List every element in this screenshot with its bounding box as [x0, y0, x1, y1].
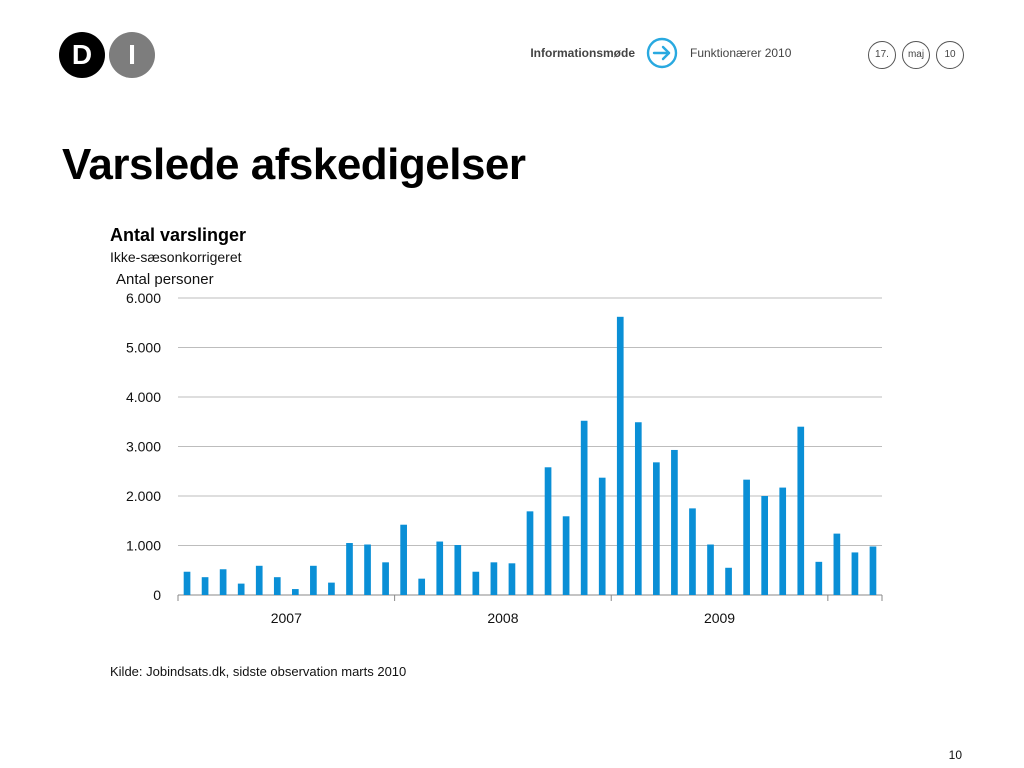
header-section: Informationsmøde: [530, 46, 635, 60]
bar: [310, 565, 317, 595]
logo-letter-i: I: [109, 32, 155, 78]
bar: [508, 563, 516, 595]
bar: [201, 577, 209, 595]
y-tick-label: 2.000: [126, 488, 161, 504]
year-label: 2009: [704, 610, 735, 626]
bar: [472, 571, 480, 595]
y-tick-label: 5.000: [126, 340, 161, 356]
bar: [634, 422, 642, 595]
bar: [237, 583, 245, 595]
bar: [851, 552, 859, 595]
bar: [400, 524, 407, 595]
chart-subtitle: Ikke-sæsonkorrigeret: [110, 249, 242, 265]
bar: [815, 561, 823, 595]
bar: [653, 462, 660, 595]
bar: [580, 420, 588, 595]
bar: [779, 487, 787, 595]
bar: [869, 546, 877, 595]
year-label: 2007: [271, 610, 302, 626]
bar: [707, 544, 714, 595]
date-day-badge: 17.: [868, 41, 896, 69]
y-tick-label: 3.000: [126, 439, 161, 455]
y-axis-label: Antal personer: [116, 271, 214, 288]
bar: [562, 516, 570, 595]
bar: [725, 567, 732, 595]
date-month-badge: maj: [902, 41, 930, 69]
bar: [761, 496, 769, 595]
bar: [328, 582, 335, 595]
bar: [689, 508, 696, 595]
bar: [364, 544, 371, 595]
year-label: 2008: [487, 610, 518, 626]
header-topic: Funktionærer 2010: [690, 46, 792, 60]
bar: [183, 571, 191, 595]
bar: [346, 543, 353, 595]
bar: [291, 589, 299, 595]
bar: [436, 541, 444, 595]
bar: [255, 565, 263, 595]
bar: [743, 479, 750, 595]
logo-letter-d: D: [59, 32, 105, 78]
bar: [418, 578, 426, 595]
bar: [382, 562, 389, 595]
bar: [273, 577, 281, 595]
source-note: Kilde: Jobindsats.dk, sidste observation…: [110, 664, 407, 679]
y-tick-label: 4.000: [126, 389, 161, 405]
arrow-right-circle-icon: [646, 37, 678, 69]
bar: [598, 477, 606, 595]
page-number: 10: [948, 748, 962, 762]
di-logo: D I: [59, 32, 155, 78]
bar: [797, 426, 805, 595]
bar: [833, 533, 841, 595]
bar: [219, 569, 227, 595]
bar: [490, 562, 498, 595]
bar: [544, 467, 552, 595]
y-tick-label: 1.000: [126, 538, 161, 554]
bar: [526, 511, 534, 595]
chart-title: Antal varslinger: [110, 225, 247, 245]
y-tick-label: 6.000: [126, 290, 161, 306]
y-tick-label: 0: [153, 587, 161, 603]
bar: [616, 316, 624, 595]
bar: [671, 449, 678, 595]
bar: [454, 545, 462, 595]
date-year-badge: 10: [936, 41, 964, 69]
slide-title: Varslede afskedigelser: [62, 140, 526, 189]
